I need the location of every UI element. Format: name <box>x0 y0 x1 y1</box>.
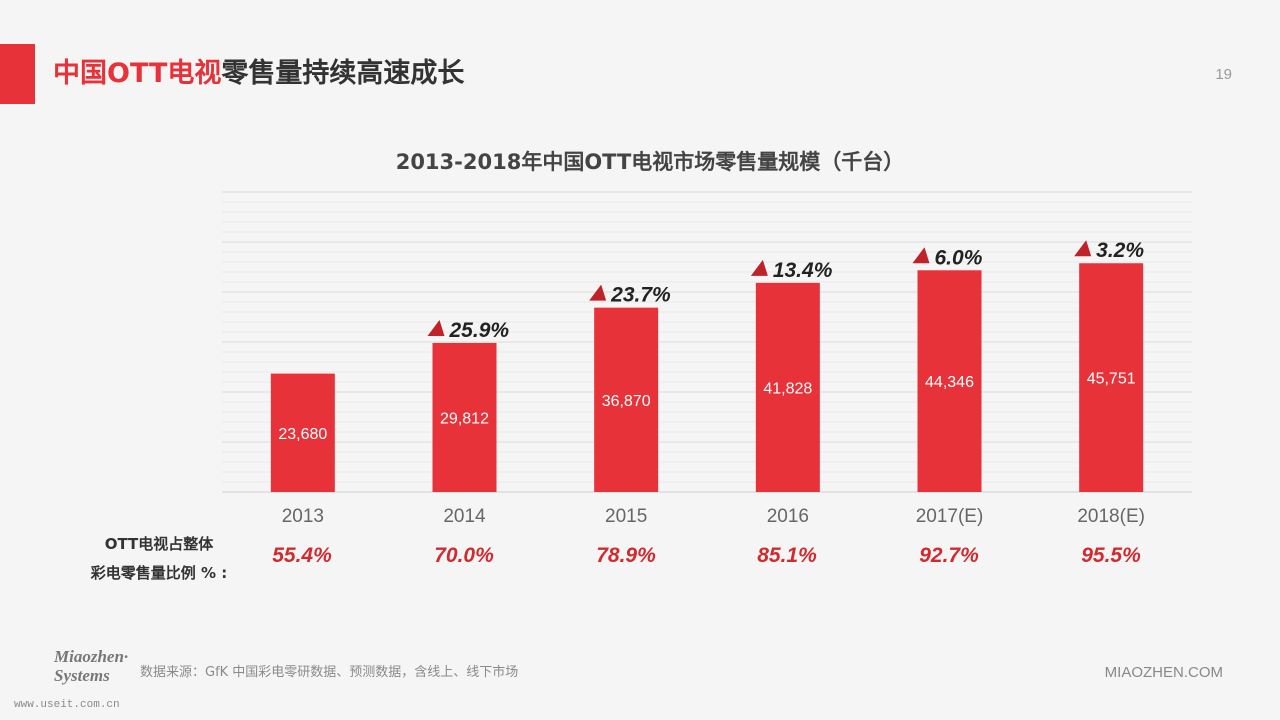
x-tick-label: 2013 <box>282 506 324 527</box>
x-tick-label: 2017(E) <box>916 506 984 527</box>
x-tick-label: 2014 <box>443 506 486 527</box>
bar-value-label: 36,870 <box>602 393 651 410</box>
chart-title: 2013-2018年中国OTT电视市场零售量规模（千台） <box>395 150 905 174</box>
share-value-2016: 85.1% <box>757 544 817 567</box>
footer-brand: MIAOZHEN.COM <box>1104 664 1223 681</box>
bar-value-label: 45,751 <box>1087 371 1136 388</box>
bar-2013 <box>270 373 335 492</box>
bar-value-label: 44,346 <box>925 374 974 391</box>
growth-label: 13.4% <box>773 259 833 282</box>
share-label-line-2: 彩电零售量比例 % : <box>90 564 228 582</box>
page-title: 中国OTT电视零售量持续高速成长 <box>53 56 464 92</box>
bar-2014 <box>432 342 497 492</box>
x-tick-label: 2016 <box>767 506 809 527</box>
logo-line-1: Miaozhen· <box>54 647 129 666</box>
logo-line-2: Systems <box>54 666 110 685</box>
growth-label: 25.9% <box>449 319 510 342</box>
growth-up-icon <box>589 284 607 301</box>
bar-2016 <box>755 282 820 492</box>
bar-value-label: 29,812 <box>440 410 489 427</box>
bar-value-label: 41,828 <box>763 380 812 397</box>
bar-2017(E) <box>917 270 982 492</box>
share-value-2014: 70.0% <box>434 544 494 567</box>
growth-label: 3.2% <box>1096 239 1144 262</box>
x-tick-label: 2018(E) <box>1077 506 1145 527</box>
share-value-2013: 55.4% <box>272 544 332 567</box>
bar-2015 <box>594 307 659 492</box>
x-tick-label: 2015 <box>605 506 647 527</box>
title-rest: 零售量持续高速成长 <box>221 58 465 89</box>
growth-label: 23.7% <box>610 284 671 307</box>
share-value-2015: 78.9% <box>596 544 656 567</box>
growth-up-icon <box>750 259 768 276</box>
miaozhen-logo: Miaozhen· Systems <box>54 647 134 685</box>
share-label-line-1: OTT电视占整体 <box>104 535 214 553</box>
growth-up-icon <box>1074 240 1092 257</box>
share-value-2017: 92.7% <box>919 544 979 567</box>
growth-label: 6.0% <box>935 246 983 269</box>
title-red-part-1: 中国 <box>53 58 107 89</box>
bar-value-label: 23,680 <box>278 426 327 443</box>
page-number: 19 <box>1215 66 1232 83</box>
share-value-2018: 95.5% <box>1081 544 1141 567</box>
bar-2018(E) <box>1079 263 1144 492</box>
title-accent-bar <box>0 44 35 104</box>
watermark: www.useit.com.cn <box>14 699 120 711</box>
title-red-part-2: OTT电视 <box>107 58 222 89</box>
data-source-note: 数据来源：GfK 中国彩电零研数据、预测数据，含线上、线下市场 <box>140 665 519 680</box>
growth-up-icon <box>912 247 930 264</box>
growth-up-icon <box>427 319 445 336</box>
